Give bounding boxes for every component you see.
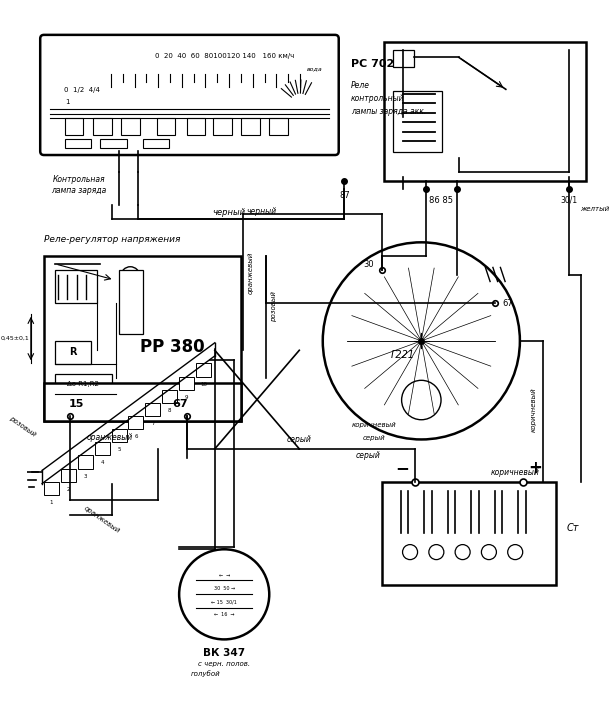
Bar: [393, 91, 442, 152]
Bar: [269, 118, 288, 135]
Text: 2: 2: [67, 486, 70, 492]
Bar: [64, 139, 91, 148]
Text: −: −: [395, 459, 409, 476]
Text: 1: 1: [50, 500, 53, 505]
Text: 8: 8: [168, 408, 172, 413]
Text: ←  →: ← →: [219, 573, 230, 578]
Bar: [101, 139, 126, 148]
Bar: [78, 455, 93, 469]
Text: оранжевый: оранжевый: [83, 505, 121, 534]
Text: Контрольная: Контрольная: [52, 175, 105, 184]
Bar: [213, 118, 232, 135]
Text: +: +: [528, 459, 542, 476]
Text: коричневый: коричневый: [491, 468, 539, 477]
Bar: [55, 374, 112, 394]
Text: ←  16  →: ← 16 →: [214, 613, 234, 618]
Text: серый: серый: [363, 435, 386, 440]
Text: контрольный: контрольный: [351, 94, 405, 104]
Text: РС 702: РС 702: [351, 59, 394, 69]
Text: Реле-регулятор напряжения: Реле-регулятор напряжения: [44, 235, 180, 244]
Text: 9: 9: [185, 395, 188, 400]
Text: вода: вода: [306, 66, 322, 71]
Text: 15: 15: [69, 398, 85, 409]
Text: R: R: [69, 347, 77, 357]
Bar: [119, 271, 143, 335]
Text: 6: 6: [134, 434, 138, 439]
Bar: [186, 118, 205, 135]
Text: с черн. полов.: с черн. полов.: [198, 661, 250, 666]
Text: ← 15  30/1: ← 15 30/1: [211, 599, 237, 604]
Text: 0,45±0,1: 0,45±0,1: [0, 336, 29, 341]
Text: коричневый: коричневый: [352, 423, 397, 428]
Text: Ст: Ст: [567, 523, 579, 533]
Text: коричневый: коричневый: [531, 388, 537, 432]
Text: 86 85: 86 85: [429, 196, 453, 205]
Bar: [179, 376, 194, 390]
Text: 1: 1: [65, 99, 70, 106]
Text: серый: серый: [356, 451, 381, 460]
Text: розовый: розовый: [271, 291, 277, 322]
Text: серый: серый: [287, 435, 312, 444]
Text: 30/1: 30/1: [560, 196, 577, 205]
Text: черный: черный: [246, 207, 277, 216]
Text: розовый: розовый: [7, 415, 36, 437]
Bar: [64, 118, 83, 135]
Text: Г221: Г221: [390, 350, 414, 360]
Text: черный: черный: [212, 208, 245, 217]
Bar: [145, 403, 161, 416]
Bar: [393, 50, 414, 67]
Bar: [241, 118, 260, 135]
Bar: [94, 442, 110, 455]
Bar: [143, 139, 169, 148]
Text: 0  1/2  4/4: 0 1/2 4/4: [64, 87, 99, 94]
Text: оранжевый: оранжевый: [86, 433, 133, 442]
Text: РР 380: РР 380: [140, 337, 204, 356]
Bar: [55, 271, 97, 303]
Bar: [44, 383, 241, 420]
Bar: [196, 364, 211, 376]
Text: голубой: голубой: [191, 670, 220, 676]
Bar: [156, 118, 175, 135]
Text: оранжевый: оранжевый: [248, 252, 254, 294]
Text: 67: 67: [172, 398, 188, 409]
FancyBboxPatch shape: [40, 35, 339, 155]
Bar: [44, 481, 59, 495]
Bar: [61, 469, 76, 481]
Bar: [93, 118, 112, 135]
Text: 67: 67: [503, 299, 514, 308]
Text: Реле: Реле: [351, 81, 370, 90]
Text: 0  20  40  60  80100120 140   160 км/ч: 0 20 40 60 80100120 140 160 км/ч: [154, 52, 294, 59]
Text: 7: 7: [151, 421, 154, 426]
Text: 30  50 →: 30 50 →: [214, 586, 235, 591]
Text: 30: 30: [364, 259, 375, 269]
Text: лампы заряда акк.: лампы заряда акк.: [351, 107, 426, 116]
Text: 5: 5: [117, 447, 121, 452]
Text: лампа заряда: лампа заряда: [51, 186, 106, 195]
Text: ВК 347: ВК 347: [203, 647, 245, 657]
Bar: [112, 429, 126, 442]
Text: 4: 4: [101, 460, 104, 465]
Bar: [129, 416, 143, 429]
Text: желтый: желтый: [580, 206, 609, 213]
Bar: [384, 43, 585, 182]
Bar: [44, 257, 241, 420]
Bar: [162, 390, 177, 403]
Text: 10: 10: [200, 381, 207, 386]
Bar: [55, 341, 91, 364]
Bar: [121, 118, 140, 135]
Text: 87: 87: [339, 191, 350, 200]
Text: 3: 3: [83, 474, 87, 479]
Text: Δо R1,R2: Δо R1,R2: [67, 381, 99, 387]
Bar: [382, 481, 555, 585]
